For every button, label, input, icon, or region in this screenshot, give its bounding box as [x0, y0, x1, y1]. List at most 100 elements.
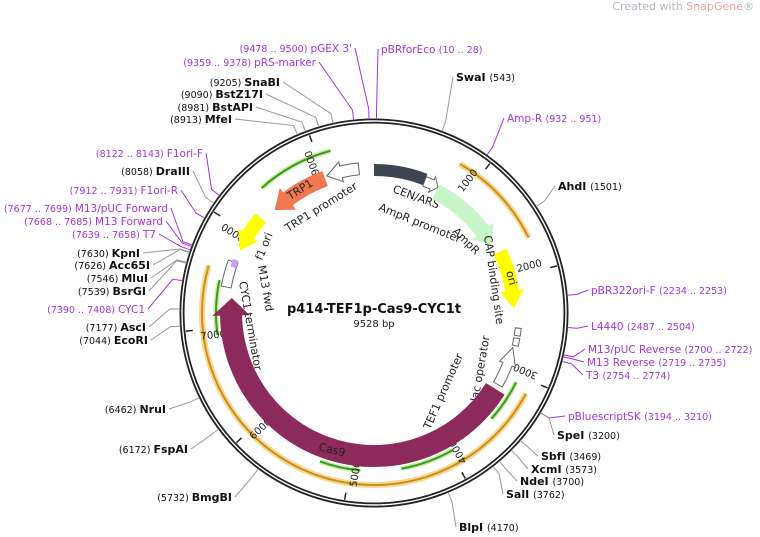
site-leader-line	[561, 360, 584, 376]
site-name: F1ori-F	[167, 148, 203, 160]
primer-f1ori-r[interactable]: (7912 .. 7931) F1ori-R	[70, 185, 178, 197]
enzyme-site-ahdi[interactable]: AhdI (1501)	[558, 180, 622, 193]
enzyme-site-sbfi[interactable]: SbfI (3469)	[541, 450, 601, 463]
site-leader-line	[205, 152, 220, 196]
primer-m13-puc-forward[interactable]: (7677 .. 7699) M13/pUC Forward	[4, 203, 168, 215]
feature-ampr[interactable]	[432, 184, 494, 245]
feature-tef1-promoter[interactable]	[492, 346, 517, 388]
site-position: (9205)	[210, 78, 245, 89]
primer-prs-marker[interactable]: (9359 .. 9378) pRS-marker	[183, 57, 316, 69]
snapgene-watermark: Created with SnapGene®	[612, 0, 754, 13]
tick-label: 1000	[456, 168, 480, 195]
feature-trp1[interactable]	[274, 171, 328, 211]
site-leader-line	[318, 61, 355, 121]
primer-pbrforeco[interactable]: pBRforEco (10 .. 28)	[381, 44, 482, 56]
site-name: M13/pUC Reverse	[588, 344, 685, 356]
site-position: (2719 .. 2735)	[658, 358, 726, 369]
feature-trp1-promoter[interactable]	[325, 160, 361, 183]
site-position: (2700 .. 2722)	[685, 345, 753, 356]
feature-label-cap-binding-site: CAP binding site	[481, 235, 506, 326]
plasmid-name: p414-TEF1p-Cas9-CYC1t	[287, 302, 461, 317]
primer-pbluescriptsk[interactable]: pBluescriptSK (3194 .. 3210)	[568, 411, 712, 423]
site-position: (7668 .. 7685)	[24, 217, 95, 228]
enzyme-site-fspai[interactable]: (6172) FspAI	[119, 443, 188, 456]
primer-m13-reverse[interactable]: M13 Reverse (2719 .. 2735)	[587, 357, 726, 369]
site-position: (9478 .. 9500)	[240, 44, 311, 55]
enzyme-site-nrui[interactable]: (6462) NruI	[105, 403, 166, 416]
site-leader-line	[180, 189, 206, 219]
enzyme-site-draiii[interactable]: (8058) DraIII	[121, 165, 190, 178]
primer-cyc1[interactable]: (7390 .. 7408) CYC1	[47, 304, 145, 316]
site-position: (543)	[489, 73, 515, 84]
site-leader-line	[190, 428, 219, 450]
enzyme-site-mfei[interactable]: (8913) MfeI	[170, 113, 232, 126]
feature-cen-ars[interactable]	[374, 164, 428, 186]
primer-pgex-3-[interactable]: (9478 .. 9500) pGEX 3'	[240, 43, 352, 55]
orf-arrow	[319, 460, 361, 472]
enzyme-site-snabi[interactable]: (9205) SnaBI	[210, 76, 280, 89]
site-name: pBRforEco	[381, 44, 439, 56]
primer-t3[interactable]: T3 (2754 .. 2774)	[585, 370, 670, 382]
site-position: (7539)	[78, 287, 113, 298]
enzyme-site-bstz17i[interactable]: (9090) BstZ17I	[181, 88, 263, 101]
site-position: (8981)	[178, 103, 213, 114]
enzyme-site-spei[interactable]: SpeI (3200)	[557, 429, 620, 442]
enzyme-site-bsrgi[interactable]: (7539) BsrGI	[78, 285, 146, 298]
enzyme-site-blpi[interactable]: BlpI (4170)	[459, 521, 519, 534]
feature-m13-fwd[interactable]	[230, 258, 239, 269]
primer-l4440[interactable]: L4440 (2487 .. 2504)	[591, 321, 695, 333]
feature-ori[interactable]	[493, 248, 525, 309]
enzyme-site-acc65i[interactable]: (7626) Acc65I	[74, 259, 150, 272]
primer-t7[interactable]: (7639 .. 7658) T7	[72, 229, 156, 241]
enzyme-site-asci[interactable]: (7177) AscI	[86, 321, 146, 334]
enzyme-site-ndei[interactable]: NdeI (3700)	[520, 475, 584, 488]
site-position: (3200)	[588, 431, 620, 442]
site-position: (4170)	[487, 523, 519, 534]
enzyme-site-kpni[interactable]: (7630) KpnI	[77, 247, 140, 260]
site-name: pRS-marker	[254, 57, 317, 69]
feature-lac-operator[interactable]	[511, 337, 521, 347]
feature-cap-binding-site[interactable]	[513, 327, 522, 337]
enzyme-site-ecori[interactable]: (7044) EcoRI	[79, 334, 148, 347]
site-name: F1ori-R	[141, 185, 178, 197]
enzyme-site-bmgbi[interactable]: (5732) BmgBI	[157, 491, 232, 504]
feature-cas9[interactable]	[212, 298, 505, 467]
enzyme-site-mlui[interactable]: (7546) MluI	[87, 272, 148, 285]
site-leader-line	[486, 117, 505, 156]
site-name: SpeI	[557, 429, 588, 442]
tick-mark	[461, 472, 466, 479]
enzyme-site-xcmi[interactable]: XcmI (3573)	[531, 463, 597, 476]
feature-f1-ori[interactable]	[238, 213, 266, 251]
site-leader-line	[519, 440, 539, 457]
enzyme-site-bstapi[interactable]: (8981) BstAPI	[178, 101, 253, 114]
site-name: pBluescriptSK	[568, 411, 644, 423]
primer-f1ori-f[interactable]: (8122 .. 8143) F1ori-F	[96, 148, 203, 160]
site-position: (5732)	[157, 493, 192, 504]
enzyme-site-sali[interactable]: SalI (3762)	[506, 488, 565, 501]
tick-mark	[308, 135, 313, 143]
site-name: SalI	[506, 488, 533, 501]
watermark-brand: SnapGene	[686, 0, 743, 13]
site-name: pBR322ori-F	[591, 285, 659, 297]
site-position: (7639 .. 7658)	[72, 230, 143, 241]
tick-label: 5000	[349, 461, 364, 488]
site-leader-line	[168, 397, 200, 410]
feature-ampr-promoter[interactable]	[422, 175, 439, 194]
site-leader-line	[540, 412, 566, 419]
site-leader-line	[563, 348, 586, 358]
tick-label: 2000	[516, 258, 543, 275]
enzyme-site-swai[interactable]: SwaI (543)	[456, 71, 515, 84]
site-position: (3573)	[565, 465, 597, 476]
site-name: SnaBI	[244, 76, 280, 89]
site-name: T7	[142, 229, 156, 241]
primer-m13-puc-reverse[interactable]: M13/pUC Reverse (2700 .. 2722)	[588, 344, 752, 356]
site-leader-line	[540, 412, 555, 436]
site-position: (2487 .. 2504)	[627, 322, 695, 333]
primer-amp-r[interactable]: Amp-R (932 .. 951)	[507, 113, 601, 125]
site-leader-line	[170, 207, 193, 246]
primer-pbr322ori-f[interactable]: pBR322ori-F (2234 .. 2253)	[591, 285, 727, 297]
primer-m13-forward[interactable]: (7668 .. 7685) M13 Forward	[24, 216, 163, 228]
site-position: (7912 .. 7931)	[70, 186, 141, 197]
site-position: (7390 .. 7408)	[47, 305, 118, 316]
